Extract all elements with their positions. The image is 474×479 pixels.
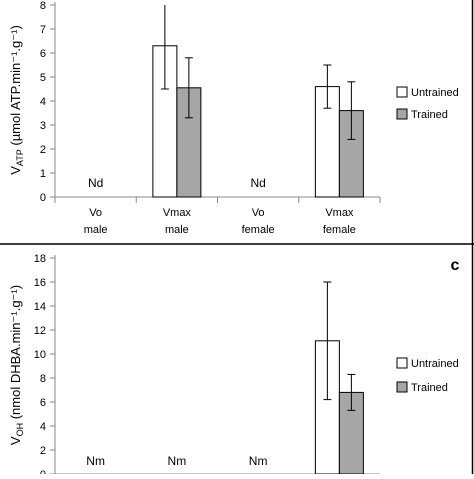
legend-label: Trained — [411, 109, 448, 121]
annotation-label: Nd — [250, 176, 265, 190]
x-category-label: Vmax — [163, 207, 192, 219]
y-tick-label: 2 — [40, 445, 46, 457]
annotation-label: Nm — [168, 454, 187, 468]
y-tick-label: 7 — [40, 24, 46, 36]
y-tick-label: 14 — [34, 301, 46, 313]
x-category-label: female — [242, 224, 275, 236]
x-category-label: Vo — [252, 207, 265, 219]
annotation-label: Nd — [88, 176, 103, 190]
y-tick-label: 6 — [40, 397, 46, 409]
y-tick-label: 8 — [40, 0, 46, 12]
legend-label: Trained — [411, 382, 448, 394]
x-category-label: male — [84, 224, 108, 236]
y-tick-label: 0 — [40, 192, 46, 204]
legend-label: Untrained — [411, 87, 459, 99]
y-tick-label: 0 — [40, 469, 46, 474]
x-category-label: Vo — [89, 207, 102, 219]
legend-swatch — [396, 381, 408, 393]
x-category-label: male — [165, 224, 189, 236]
y-tick-label: 4 — [40, 96, 46, 108]
legend-swatch — [396, 86, 408, 98]
annotation-label: Nm — [249, 454, 268, 468]
legend-swatch — [396, 108, 408, 120]
y-tick-label: 18 — [34, 253, 46, 265]
y-tick-label: 10 — [34, 349, 46, 361]
y-tick-label: 12 — [34, 325, 46, 337]
y-tick-label: 8 — [40, 373, 46, 385]
y-tick-label: 3 — [40, 120, 46, 132]
y-tick-label: 1 — [40, 168, 46, 180]
y-axis-label: VOH (nmol DHBA.min⁻¹.g⁻¹) — [8, 285, 25, 445]
y-tick-label: 2 — [40, 144, 46, 156]
legend-label: Untrained — [411, 358, 459, 370]
panel-label: c — [451, 257, 460, 274]
panel-b-vatp: 0 1 2 3 4 5 6 7 8 Vo male Vmax male Vo female Vmax femal… — [8, 0, 459, 236]
y-tick-label: 16 — [34, 277, 46, 289]
annotation-label: Nm — [86, 454, 105, 468]
panel-c-voh: 0 2 4 6 8 10 12 14 16 18 Nm Nm Nm VOH (nmol DHBA.min⁻… — [8, 253, 460, 479]
y-tick-label: 6 — [40, 48, 46, 60]
x-category-label: female — [323, 224, 356, 236]
y-tick-label: 5 — [40, 72, 46, 84]
x-category-label: Vmax — [325, 207, 354, 219]
y-tick-label: 4 — [40, 421, 46, 433]
y-axis-label: VATP (µmol ATP.min⁻¹.g⁻¹) — [8, 25, 25, 175]
legend-swatch — [396, 357, 408, 369]
